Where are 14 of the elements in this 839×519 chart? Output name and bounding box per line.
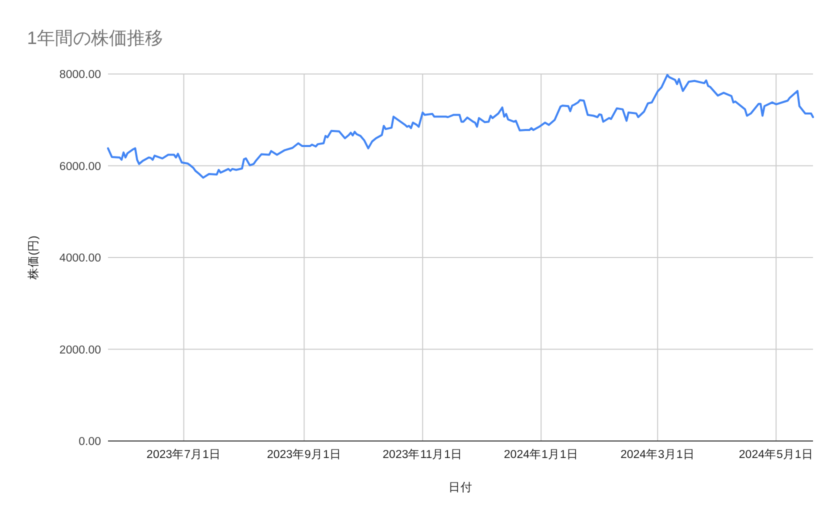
ytick: 8000.00 bbox=[59, 69, 101, 81]
xtick: 2023年9月1日 bbox=[266, 449, 342, 461]
title: 1年間の株価推移 bbox=[27, 28, 164, 48]
ytick: 6000.00 bbox=[59, 160, 101, 173]
ytick: 0.00 bbox=[78, 436, 101, 448]
xtick: 2023年11月1日 bbox=[382, 449, 463, 461]
xlabel: 日付 bbox=[448, 482, 472, 494]
xtick: 2023年7月1日 bbox=[146, 449, 221, 461]
ytick: 4000.00 bbox=[59, 252, 101, 264]
ylabel: 株価(円) bbox=[28, 236, 40, 280]
ytick: 2000.00 bbox=[59, 344, 101, 356]
xtick: 2024年5月1日 bbox=[738, 449, 814, 461]
xtick: 2024年1月1日 bbox=[504, 449, 578, 461]
xtick: 2024年3月1日 bbox=[620, 449, 695, 461]
